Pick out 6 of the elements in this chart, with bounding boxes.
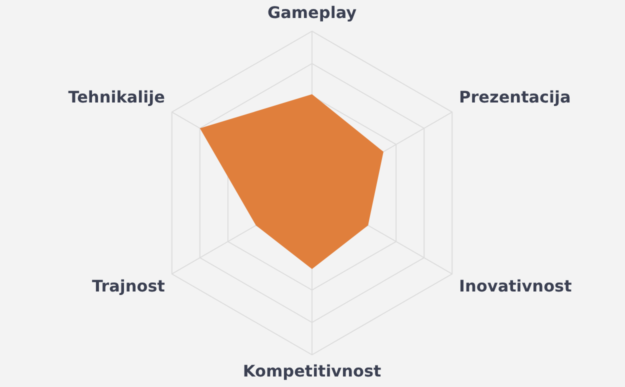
spoke-label: Prezentacija xyxy=(459,88,571,107)
spoke-label: Kompetitivnost xyxy=(242,362,382,381)
spoke-label: Gameplay xyxy=(267,2,358,22)
spoke-label: Tehnikalije xyxy=(68,88,166,107)
spoke-label: Trajnost xyxy=(92,276,166,296)
spoke-label: Inovativnost xyxy=(459,276,572,296)
